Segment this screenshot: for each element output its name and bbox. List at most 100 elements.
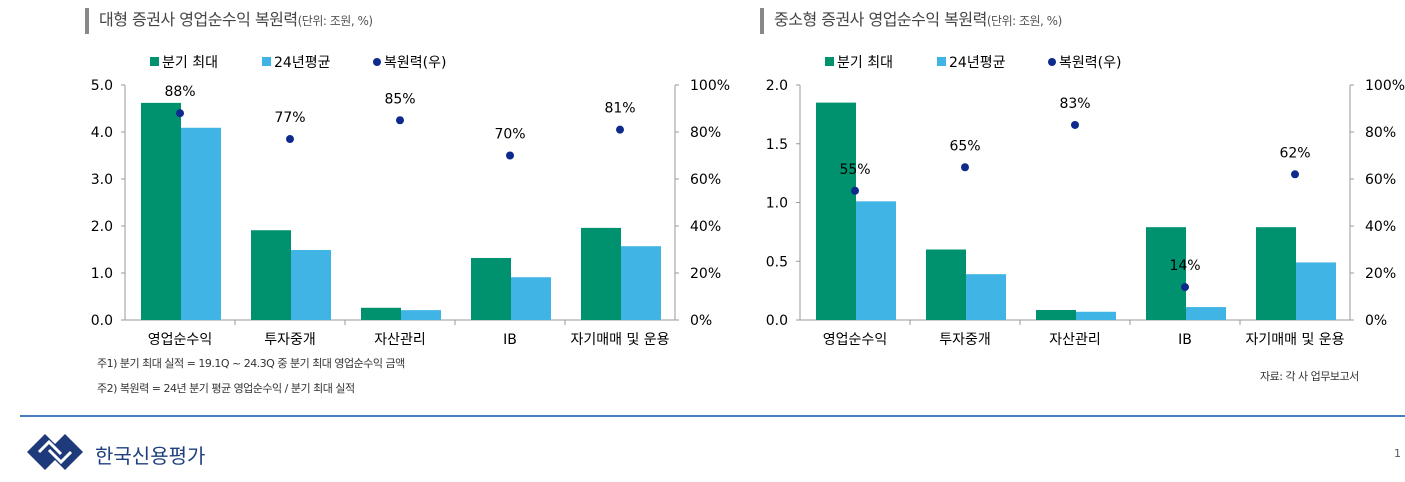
recovery-label: 14% xyxy=(1169,258,1200,274)
source-note: 자료: 각 사 업무보고서 xyxy=(1260,370,1359,383)
x-tick-label: IB xyxy=(1178,332,1192,348)
y-tick-label: 1.0 xyxy=(91,266,113,282)
y-tick-label: 2.0 xyxy=(766,78,788,94)
y2-tick-label: 0% xyxy=(690,313,712,329)
bar-quarter-max xyxy=(361,307,401,320)
recovery-label: 55% xyxy=(839,162,870,178)
y-tick-label: 2.0 xyxy=(91,219,113,235)
bar-24-avg xyxy=(291,249,331,320)
y2-tick-label: 60% xyxy=(1365,172,1396,188)
legend-label: 24년평균 xyxy=(949,55,1006,71)
x-tick-label: 자산관리 xyxy=(1049,332,1101,348)
recovery-label: 88% xyxy=(164,84,195,100)
y2-tick-label: 60% xyxy=(690,172,721,188)
recovery-point xyxy=(616,125,624,134)
page-number: 1 xyxy=(1394,447,1401,460)
footer-divider xyxy=(20,415,1405,417)
y-tick-label: 0.0 xyxy=(766,313,788,329)
legend-label: 분기 최대 xyxy=(162,55,218,71)
legend-marker xyxy=(825,57,834,66)
x-tick-label: IB xyxy=(503,332,517,348)
chart2-unit: (단위: 조원, %) xyxy=(986,14,1062,28)
recovery-point xyxy=(1181,283,1189,292)
y-tick-label: 1.5 xyxy=(766,137,788,153)
chart2-title-text: 중소형 증권사 영업순수익 복원력 xyxy=(774,10,987,29)
recovery-label: 62% xyxy=(1279,145,1310,161)
recovery-label: 65% xyxy=(949,138,980,154)
y2-tick-label: 40% xyxy=(1365,219,1396,235)
bar-24-avg xyxy=(621,246,661,320)
chart2: 0.0 0.5 1.0 1.5 2.0 0% 20% 40% 60% 80% 100% 영업순수익 55… xyxy=(766,55,1405,348)
legend-marker xyxy=(937,57,946,66)
bar-quarter-max xyxy=(816,102,856,320)
legend-label: 복원력(우) xyxy=(384,55,446,71)
bar-24-avg xyxy=(966,274,1006,320)
recovery-point xyxy=(961,163,969,172)
x-tick-label: 투자중개 xyxy=(939,332,991,348)
brand-name: 한국신용평가 xyxy=(95,444,206,468)
bar-quarter-max xyxy=(1256,227,1296,320)
y-tick-label: 4.0 xyxy=(91,125,113,141)
legend-label: 복원력(우) xyxy=(1059,55,1121,71)
recovery-label: 81% xyxy=(604,101,635,117)
x-tick-label: 자산관리 xyxy=(374,332,426,348)
recovery-label: 85% xyxy=(384,91,415,107)
bar-quarter-max xyxy=(581,227,621,320)
x-tick-label: 자기매매 및 운용 xyxy=(1245,332,1344,348)
y2-tick-label: 80% xyxy=(690,125,721,141)
y-tick-label: 3.0 xyxy=(91,172,113,188)
recovery-point xyxy=(1071,120,1079,129)
chart1-title-text: 대형 증권사 영업순수익 복원력 xyxy=(99,10,298,29)
x-tick-label: 자기매매 및 운용 xyxy=(570,332,669,348)
chart2-title: 중소형 증권사 영업순수익 복원력(단위: 조원, %) xyxy=(760,8,1062,34)
bar-quarter-max xyxy=(141,102,181,320)
y2-tick-label: 40% xyxy=(690,219,721,235)
recovery-point xyxy=(1291,170,1299,179)
chart1-title: 대형 증권사 영업순수익 복원력(단위: 조원, %) xyxy=(85,8,373,34)
y-tick-label: 5.0 xyxy=(91,78,113,94)
y2-tick-label: 0% xyxy=(1365,313,1387,329)
note-1: 주1) 분기 최대 실적 = 19.1Q ~ 24.3Q 중 분기 최대 영업순… xyxy=(97,357,405,370)
bar-quarter-max xyxy=(471,257,511,320)
legend-label: 분기 최대 xyxy=(837,55,893,71)
recovery-label: 83% xyxy=(1059,96,1090,112)
y2-tick-label: 80% xyxy=(1365,125,1396,141)
recovery-point xyxy=(176,109,184,118)
x-tick-label: 영업순수익 xyxy=(823,332,887,348)
recovery-point xyxy=(286,135,294,144)
y2-tick-label: 100% xyxy=(690,78,730,94)
y2-tick-label: 20% xyxy=(690,266,721,282)
recovery-point xyxy=(396,116,404,125)
legend-marker xyxy=(150,57,159,66)
bar-24-avg xyxy=(856,201,896,320)
x-tick-label: 투자중개 xyxy=(264,332,316,348)
y2-tick-label: 20% xyxy=(1365,266,1396,282)
legend-marker xyxy=(1048,58,1056,66)
recovery-label: 77% xyxy=(274,110,305,126)
bar-quarter-max xyxy=(926,249,966,320)
bar-24-avg xyxy=(511,277,551,320)
legend-marker xyxy=(373,58,381,66)
bar-quarter-max xyxy=(1036,310,1076,320)
chart1: 0.0 1.0 2.0 3.0 4.0 5.0 0% 20% 40% 60% 80% 100% 영업순수… xyxy=(91,55,730,348)
legend-label: 24년평균 xyxy=(274,55,331,71)
note-2: 주2) 복원력 = 24년 분기 평균 영업순수익 / 분기 최대 실적 xyxy=(97,382,355,395)
y-tick-label: 1.0 xyxy=(766,196,788,212)
x-tick-label: 영업순수익 xyxy=(148,332,212,348)
bar-24-avg xyxy=(1076,311,1116,320)
y-tick-label: 0.0 xyxy=(91,313,113,329)
chart1-unit: (단위: 조원, %) xyxy=(297,14,373,28)
bar-24-avg xyxy=(1186,307,1226,320)
y-tick-label: 0.5 xyxy=(766,254,788,270)
legend-marker xyxy=(262,57,271,66)
y2-tick-label: 100% xyxy=(1365,78,1405,94)
bar-24-avg xyxy=(401,310,441,320)
bar-quarter-max xyxy=(251,230,291,320)
bar-quarter-max xyxy=(1146,227,1186,320)
bar-24-avg xyxy=(1296,262,1336,320)
recovery-point xyxy=(851,186,859,195)
bar-24-avg xyxy=(181,127,221,321)
recovery-point xyxy=(506,151,514,160)
kis-logo-icon xyxy=(27,434,83,470)
recovery-label: 70% xyxy=(494,127,525,143)
